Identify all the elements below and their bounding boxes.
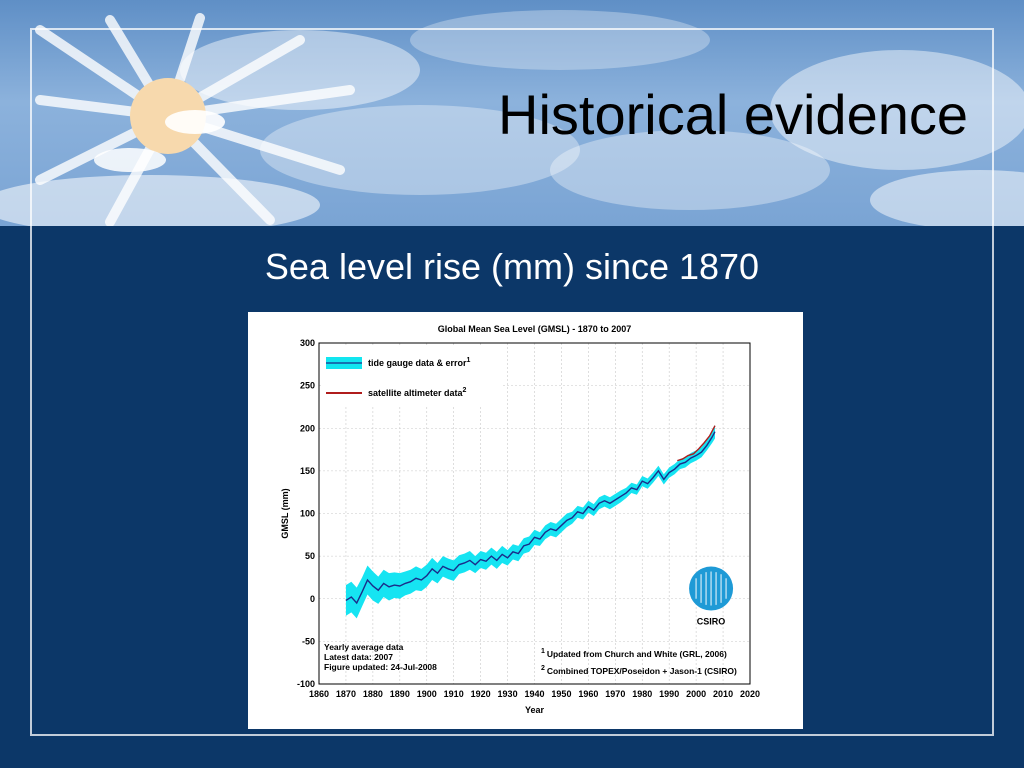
y-tick-label: 300: [300, 338, 315, 348]
note-left-line: Figure updated: 24-Jul-2008: [324, 662, 437, 672]
chart-legend: tide gauge data & error1 satellite altime…: [323, 347, 501, 407]
x-tick-label: 1960: [578, 689, 598, 699]
plot-frame: [318, 342, 751, 685]
series-line: [677, 425, 716, 462]
legend-box: [323, 347, 501, 407]
x-tick-label: 1890: [390, 689, 410, 699]
x-tick-label: 1880: [363, 689, 383, 699]
gmsl-chart: 1860 1870 1880 1890 1900 1910 1920 1930 1940 1950…: [280, 324, 760, 715]
y-tick-label: 0: [310, 594, 315, 604]
note-left-line: Yearly average data: [324, 642, 404, 652]
x-tick-label: 1900: [417, 689, 437, 699]
y-tick-label: 100: [300, 509, 315, 519]
x-tick-label: 1870: [336, 689, 356, 699]
chart-title: Global Mean Sea Level (GMSL) - 1870 to 2…: [438, 324, 632, 334]
y-axis-label: GMSL (mm): [280, 488, 290, 538]
y-tick-label: 200: [300, 423, 315, 433]
x-tick-label: 2000: [686, 689, 706, 699]
csiro-logo: CSIRO: [689, 566, 734, 627]
note-right-line: 2 Combined TOPEX/Poseidon + Jason-1 (CSI…: [541, 665, 737, 676]
y-tick-label: -50: [302, 636, 315, 646]
x-tick-label: 1910: [444, 689, 464, 699]
note-right-line: 1 Updated from Church and White (GRL, 20…: [541, 648, 727, 659]
y-tick-label: 50: [305, 551, 315, 561]
x-tick-label: 1930: [498, 689, 518, 699]
x-tick-label: 2010: [713, 689, 733, 699]
x-tick-label: 1950: [551, 689, 571, 699]
note-sup: 1: [541, 648, 547, 655]
y-tick-label: -100: [297, 679, 315, 689]
sun-icon: [130, 78, 206, 154]
x-axis-label: Year: [525, 705, 545, 715]
x-tick-label: 1970: [605, 689, 625, 699]
x-tick-label: 1920: [471, 689, 491, 699]
x-tick-label: 1980: [632, 689, 652, 699]
x-tick-label: 1990: [659, 689, 679, 699]
sky-illustration: [0, 10, 1024, 226]
error-band-layer: [345, 424, 715, 619]
slide-title: Historical evidence: [498, 83, 968, 146]
chart-panel: 1860 1870 1880 1890 1900 1910 1920 1930 1940 1950…: [248, 312, 803, 729]
series-line: [345, 431, 716, 605]
note-left-line: Latest data: 2007: [324, 652, 393, 662]
note-text: Updated from Church and White (GRL, 2006…: [547, 649, 727, 659]
note-sup: 2: [541, 665, 547, 672]
legend-sup: 1: [467, 357, 471, 364]
x-tick-label: 2020: [740, 689, 760, 699]
x-tick-label: 1940: [524, 689, 544, 699]
legend-sup: 2: [463, 387, 467, 394]
y-tick-label: 250: [300, 381, 315, 391]
y-tick-label: 150: [300, 466, 315, 476]
tick-labels: 1860 1870 1880 1890 1900 1910 1920 1930 1940 1950…: [297, 338, 760, 699]
legend-label: tide gauge data & error1: [368, 357, 471, 368]
x-tick-label: 1860: [309, 689, 329, 699]
slide-subtitle: Sea level rise (mm) since 1870: [264, 246, 760, 287]
sky-banner: Historical evidence: [0, 0, 1024, 226]
series-line-layer: [345, 425, 716, 605]
logo-text: CSIRO: [697, 617, 726, 627]
error-band: [345, 424, 715, 619]
legend-label: satellite altimeter data2: [368, 387, 467, 398]
note-text: Combined TOPEX/Poseidon + Jason-1 (CSIRO…: [547, 666, 737, 676]
